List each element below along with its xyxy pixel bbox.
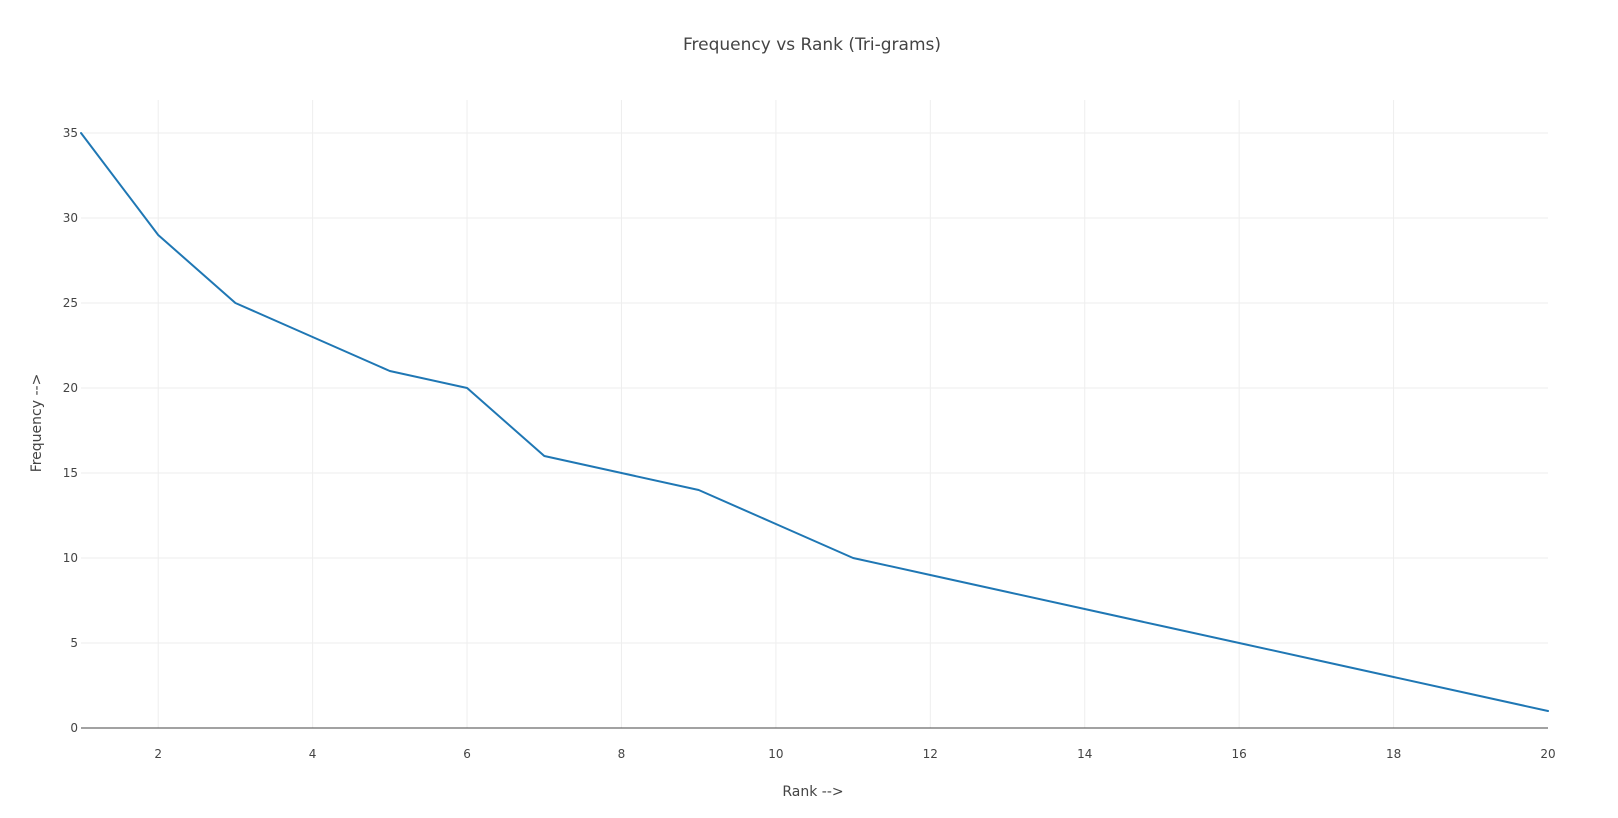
- x-tick-label: 6: [463, 747, 471, 761]
- y-tick-label: 35: [63, 126, 78, 140]
- gridlines: [81, 100, 1548, 728]
- y-tick-label: 0: [70, 721, 78, 735]
- x-tick-labels: 2 4 6 8 10 12 14 16 18 20: [154, 747, 1555, 761]
- y-tick-label: 10: [63, 551, 78, 565]
- x-tick-label: 16: [1232, 747, 1247, 761]
- x-tick-label: 2: [154, 747, 162, 761]
- y-tick-label: 30: [63, 211, 78, 225]
- y-tick-label: 20: [63, 381, 78, 395]
- y-tick-label: 15: [63, 466, 78, 480]
- x-axis-title: Rank -->: [782, 784, 843, 800]
- chart-title: Frequency vs Rank (Tri-grams): [683, 35, 941, 55]
- series-line: [80, 132, 1549, 712]
- y-axis-title: Frequency -->: [29, 374, 45, 473]
- series-group: [80, 132, 1549, 712]
- x-tick-label: 4: [309, 747, 317, 761]
- x-tick-label: 10: [768, 747, 783, 761]
- x-tick-label: 18: [1386, 747, 1401, 761]
- x-tick-label: 8: [618, 747, 626, 761]
- y-tick-label: 5: [70, 636, 78, 650]
- x-gridlines: [157, 100, 1395, 728]
- y-tick-label: 25: [63, 296, 78, 310]
- x-tick-label: 14: [1077, 747, 1092, 761]
- y-gridlines: [81, 132, 1548, 644]
- x-tick-label: 12: [923, 747, 938, 761]
- x-tick-label: 20: [1540, 747, 1555, 761]
- y-tick-labels: 0 5 10 15 20 25 30 35: [63, 126, 78, 735]
